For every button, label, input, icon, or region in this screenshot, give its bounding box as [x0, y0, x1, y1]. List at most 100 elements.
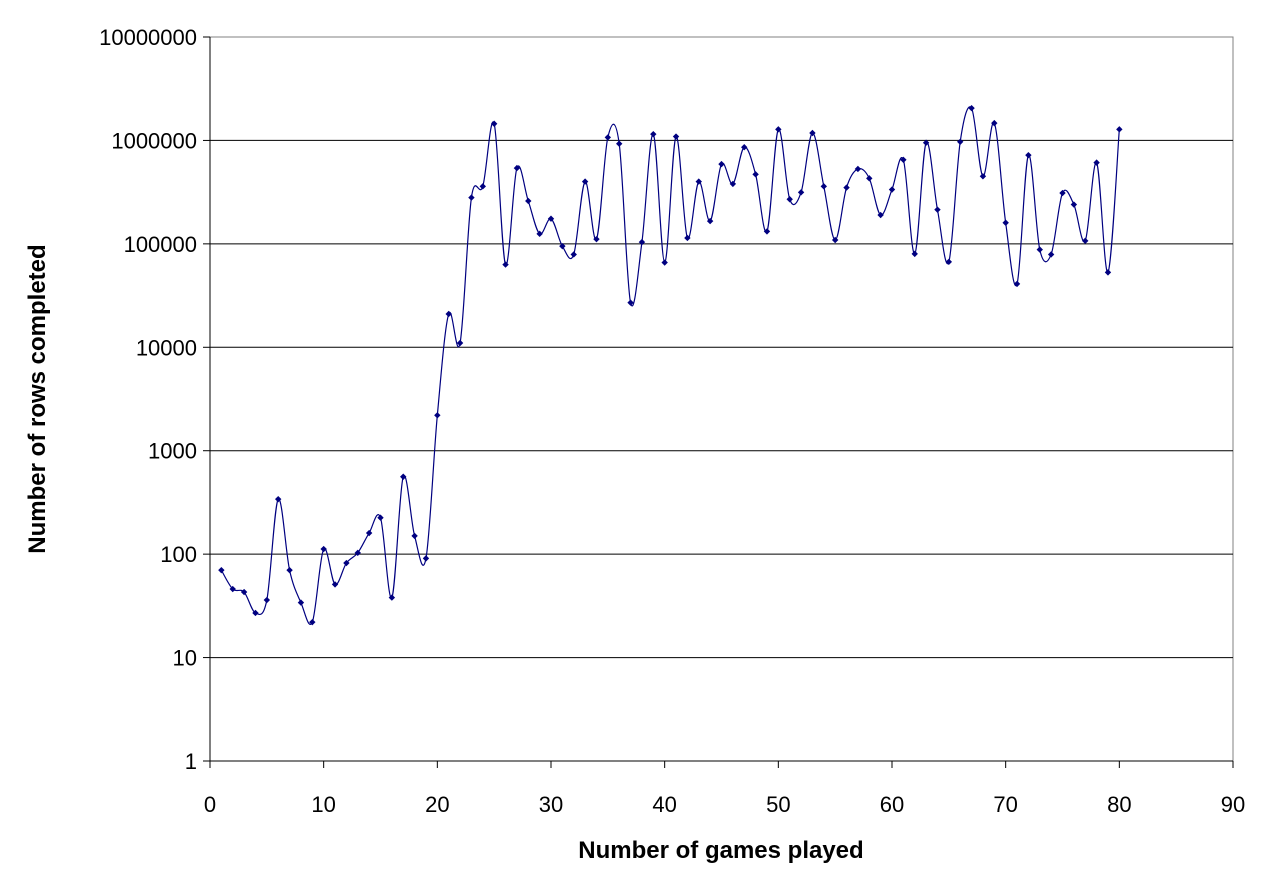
data-point — [320, 545, 327, 553]
data-point — [1047, 251, 1055, 258]
data-point — [275, 495, 282, 503]
x-tick-label: 0 — [204, 792, 216, 817]
x-tick-label: 50 — [766, 792, 790, 817]
data-point — [309, 618, 316, 626]
data-point — [877, 211, 884, 219]
data-point — [218, 566, 225, 574]
x-tick-label: 80 — [1107, 792, 1131, 817]
data-point — [468, 194, 475, 201]
gridlines — [210, 139, 1233, 659]
y-tick-label: 10000 — [136, 335, 197, 360]
data-point — [1070, 201, 1078, 208]
data-point — [593, 235, 600, 243]
plot-area — [209, 36, 1234, 762]
data-point — [934, 206, 941, 213]
data-point — [695, 178, 702, 185]
data-point — [570, 251, 577, 258]
data-point — [1093, 159, 1100, 166]
axes — [203, 36, 1234, 768]
data-point — [331, 581, 339, 588]
x-tick-label: 60 — [880, 792, 904, 817]
data-point — [547, 215, 555, 222]
x-tick-label: 30 — [539, 792, 563, 817]
data-point — [945, 258, 953, 266]
data-point — [854, 165, 862, 173]
data-point — [479, 183, 486, 190]
data-point — [831, 236, 839, 244]
data-point — [866, 175, 873, 182]
x-tick-label: 90 — [1221, 792, 1245, 817]
data-point — [1059, 189, 1066, 197]
data-point — [354, 549, 361, 557]
data-point — [922, 139, 930, 146]
data-point — [252, 609, 259, 617]
y-axis-title: Number of rows completed — [24, 244, 51, 553]
data-point — [1082, 237, 1089, 245]
data-point — [911, 250, 918, 258]
data-point — [900, 156, 907, 163]
data-point — [775, 126, 782, 133]
data-point — [388, 594, 396, 601]
data-point — [809, 129, 816, 137]
y-tick-label: 1000000 — [111, 128, 197, 153]
data-point — [422, 555, 430, 562]
data-point — [377, 514, 384, 521]
y-tick-label: 100 — [160, 542, 197, 567]
data-point — [672, 133, 680, 140]
data-point — [456, 339, 464, 347]
data-point — [502, 261, 509, 268]
data-point — [229, 585, 236, 593]
series — [218, 104, 1123, 626]
data-point — [1036, 246, 1043, 253]
data-point — [741, 144, 748, 151]
data-point — [991, 119, 998, 127]
x-tick-label: 10 — [311, 792, 335, 817]
data-point — [1002, 219, 1009, 226]
data-point — [843, 184, 850, 191]
data-point — [434, 412, 441, 419]
data-point — [729, 180, 737, 188]
data-point — [1104, 269, 1112, 276]
y-tick-label: 10 — [173, 646, 197, 671]
data-point — [820, 183, 827, 190]
data-point — [490, 120, 498, 127]
x-tick-label: 40 — [652, 792, 676, 817]
x-axis-title: Number of games played — [578, 837, 863, 864]
data-point — [661, 259, 668, 266]
data-point — [365, 529, 373, 537]
data-point — [797, 189, 805, 196]
data-point — [604, 134, 612, 141]
data-point — [559, 242, 566, 250]
data-point — [240, 588, 248, 596]
data-point — [411, 532, 418, 540]
y-tick-label: 1000 — [148, 439, 197, 464]
x-tick-label: 20 — [425, 792, 449, 817]
data-point — [1013, 280, 1021, 288]
data-point — [536, 230, 543, 238]
data-point — [684, 234, 691, 242]
data-point — [627, 299, 634, 306]
data-point — [968, 104, 975, 112]
x-tick-label: 70 — [993, 792, 1017, 817]
data-point — [957, 138, 964, 145]
data-point — [297, 599, 305, 606]
data-point — [752, 171, 759, 178]
data-point — [616, 140, 623, 147]
data-point — [706, 217, 714, 225]
data-point — [638, 238, 646, 246]
data-point — [979, 173, 987, 180]
data-point — [445, 310, 452, 318]
data-point — [888, 186, 896, 193]
y-tick-label: 1 — [185, 749, 197, 774]
data-point — [786, 196, 793, 203]
data-point — [343, 559, 350, 567]
data-point — [763, 228, 771, 235]
data-point — [581, 178, 589, 185]
y-tick-label: 100000 — [124, 232, 197, 257]
tick-labels: 1 10 100 1000 10000 100000 1000000 10000000 0 10 2… — [99, 25, 1245, 817]
y-tick-label: 10000000 — [99, 25, 197, 50]
data-point — [286, 566, 293, 574]
series-line — [220, 106, 1120, 625]
data-point — [1116, 126, 1123, 133]
